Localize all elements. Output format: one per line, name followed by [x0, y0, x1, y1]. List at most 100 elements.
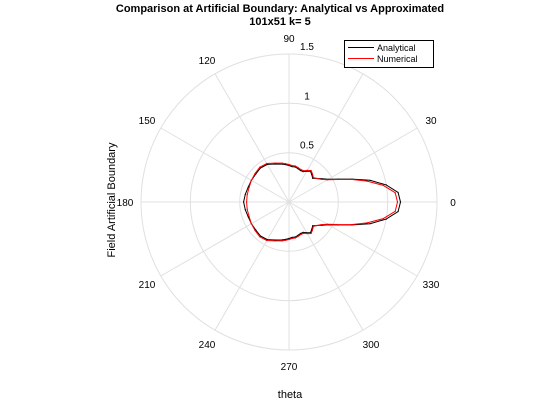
- data-point: [350, 224, 352, 226]
- angle-tick-label: 0: [450, 198, 456, 209]
- data-point: [294, 237, 296, 239]
- data-point: [311, 173, 314, 175]
- r-tick-label: 0.5: [300, 141, 314, 152]
- chart-title: Comparison at Artificial Boundary: Analy…: [115, 3, 445, 15]
- data-point: [250, 223, 252, 225]
- data-point: [396, 201, 399, 203]
- data-point: [259, 167, 262, 169]
- data-point: [311, 228, 313, 230]
- r-tick-label: 1: [304, 91, 310, 102]
- data-point: [336, 178, 338, 181]
- data-point: [281, 163, 283, 165]
- data-point: [247, 186, 249, 188]
- data-point: [336, 223, 338, 226]
- data-point: [281, 162, 283, 164]
- data-point: [248, 186, 250, 189]
- data-point: [288, 237, 290, 240]
- data-point: [300, 168, 302, 171]
- data-point: [316, 224, 318, 227]
- data-point: [297, 167, 299, 169]
- data-point: [382, 184, 384, 186]
- legend-label-numerical: Numerical: [377, 53, 418, 64]
- data-point: [299, 169, 302, 172]
- ring-2: [140, 53, 438, 351]
- data-point: [259, 236, 261, 238]
- data-point: [399, 201, 402, 203]
- data-point: [312, 225, 314, 227]
- data-point: [303, 232, 305, 234]
- data-point: [266, 163, 268, 165]
- data-point: [274, 162, 276, 164]
- data-point: [274, 240, 276, 242]
- data-point: [266, 239, 268, 241]
- data-point: [285, 163, 287, 165]
- data-point: [394, 210, 396, 212]
- angle-tick-label: 90: [283, 34, 295, 45]
- data-point: [259, 235, 262, 237]
- data-point: [288, 238, 290, 241]
- data-point: [306, 169, 308, 171]
- legend-entry-numerical: Numerical: [348, 53, 418, 64]
- angle-tick-label: 210: [139, 280, 156, 291]
- data-point: [369, 179, 371, 181]
- data-point: [291, 237, 293, 239]
- data-point: [385, 184, 387, 186]
- ring-1: [189, 102, 389, 302]
- angle-tick-label: 120: [199, 56, 216, 67]
- data-point: [366, 180, 368, 182]
- data-point: [369, 223, 371, 225]
- series-numerical: [246, 162, 399, 242]
- data-point: [397, 210, 399, 213]
- angle-tick-label: 270: [281, 362, 298, 373]
- data-point: [303, 170, 305, 172]
- data-point: [274, 239, 276, 241]
- polar-grid: [140, 53, 438, 351]
- legend-swatch-numerical: [348, 58, 374, 59]
- legend-label-analytical: Analytical: [377, 42, 416, 53]
- data-point: [291, 165, 293, 167]
- data-point: [246, 201, 248, 203]
- spoke-30: [288, 127, 418, 203]
- data-point: [244, 209, 246, 211]
- angle-tick-label: 240: [199, 340, 216, 351]
- ring-0: [239, 152, 339, 252]
- data-point: [281, 239, 283, 241]
- legend-entry-analytical: Analytical: [348, 42, 416, 53]
- spoke-120: [214, 73, 290, 203]
- data-point: [302, 231, 304, 233]
- data-point: [397, 191, 399, 194]
- data-point: [294, 165, 296, 167]
- r-tick-label: 1.5: [300, 42, 314, 53]
- data-point: [259, 166, 261, 168]
- data-point: [302, 171, 304, 173]
- angle-tick-label: 330: [423, 280, 440, 291]
- data-point: [306, 233, 308, 235]
- data-point: [294, 166, 296, 168]
- data-point: [291, 166, 293, 168]
- data-point: [285, 239, 287, 241]
- data-point: [382, 218, 384, 220]
- y-axis-label: Field Artificial Boundary: [106, 142, 118, 258]
- spoke-330: [288, 201, 418, 277]
- data-point: [299, 232, 302, 235]
- data-point: [311, 174, 313, 176]
- data-point: [247, 216, 249, 218]
- angle-tick-label: 300: [363, 340, 380, 351]
- data-point: [300, 233, 302, 236]
- data-point: [274, 163, 276, 165]
- data-point: [297, 235, 299, 237]
- chart-subtitle: 101x51 k= 5: [249, 16, 311, 28]
- data-point: [320, 224, 322, 226]
- data-point: [246, 208, 248, 210]
- data-point: [394, 192, 396, 194]
- spoke-60: [288, 73, 364, 203]
- data-point: [294, 236, 296, 238]
- x-axis-label: theta: [277, 389, 303, 401]
- tick-labels: 0.5 1 1.5 0 30 90 120 150 180 210 240 270 300 330: [117, 34, 457, 373]
- data-point: [266, 162, 268, 165]
- angle-tick-label: 30: [425, 116, 437, 127]
- data-point: [320, 178, 322, 180]
- data-point: [316, 177, 318, 180]
- data-point: [310, 169, 312, 172]
- data-point: [385, 218, 387, 220]
